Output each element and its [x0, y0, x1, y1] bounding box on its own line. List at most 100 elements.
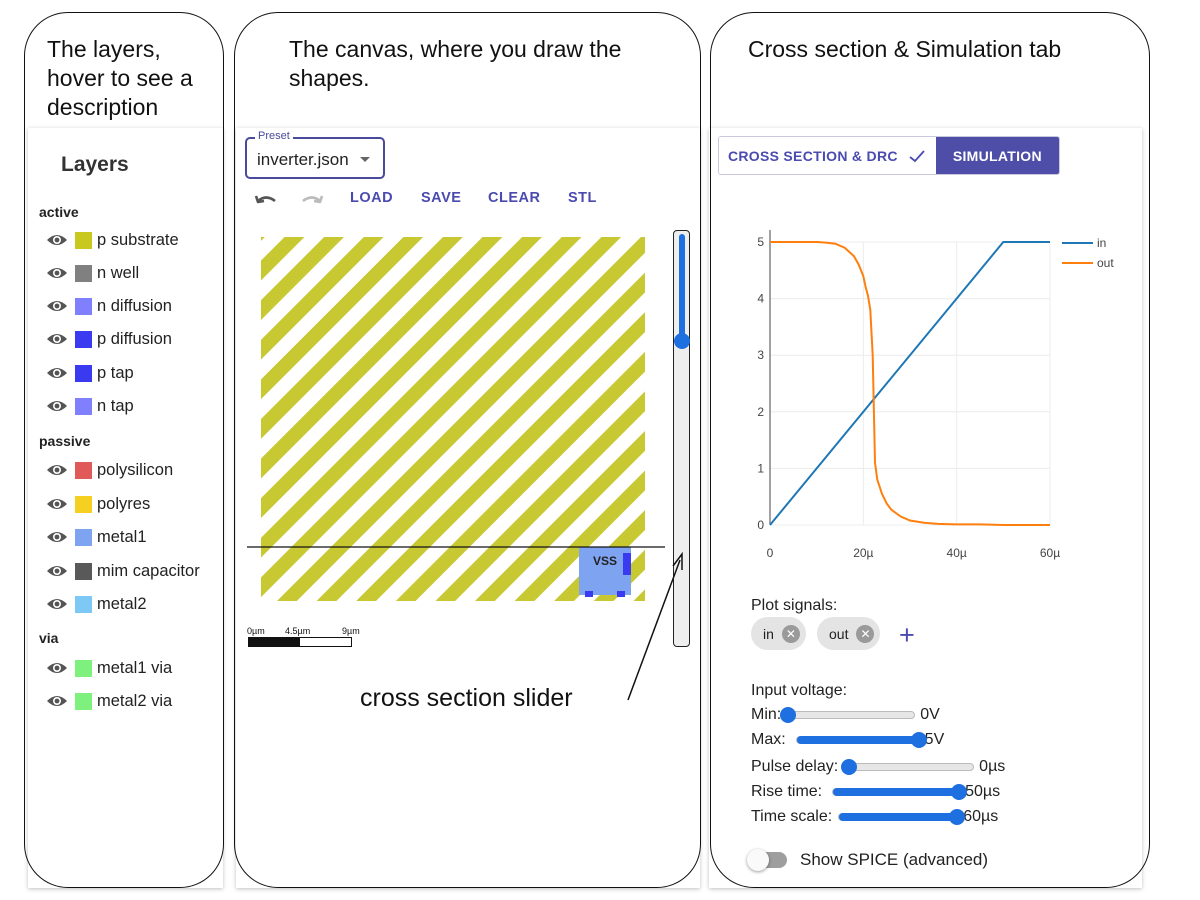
- layers-title: Layers: [61, 153, 129, 176]
- eye-icon[interactable]: [46, 265, 68, 281]
- show-spice-toggle[interactable]: [747, 849, 787, 871]
- cross-section-slider-thumb[interactable]: [674, 333, 690, 350]
- layer-color-swatch: [75, 330, 92, 348]
- pulse-delay-thumb[interactable]: [841, 759, 858, 775]
- eye-icon[interactable]: [46, 693, 68, 709]
- tab-simulation[interactable]: SIMULATION: [935, 137, 1059, 174]
- layer-row[interactable]: p substrate: [46, 228, 179, 252]
- time-scale-slider[interactable]: [838, 809, 966, 825]
- layer-color-swatch: [75, 231, 92, 249]
- pulse-delay-value: 0µs: [979, 758, 1006, 775]
- scale-label-0: 0µm: [247, 626, 265, 636]
- layer-row[interactable]: p tap: [46, 361, 134, 385]
- eye-icon[interactable]: [46, 660, 68, 676]
- vss-label: VSS: [593, 554, 617, 568]
- via-shape[interactable]: [585, 591, 593, 597]
- layer-row[interactable]: n well: [46, 261, 139, 285]
- chevron-down-icon[interactable]: [360, 157, 370, 162]
- clear-button[interactable]: CLEAR: [488, 190, 541, 206]
- group-label-via: via: [39, 630, 59, 646]
- layer-color-swatch: [75, 297, 92, 315]
- layer-row[interactable]: polyres: [46, 492, 150, 516]
- preset-value[interactable]: inverter.json: [257, 150, 349, 169]
- pulse-delay-slider[interactable]: [841, 759, 975, 775]
- pulse-delay-control: Pulse delay: 0µs: [751, 755, 1005, 779]
- layer-label: polyres: [97, 494, 151, 513]
- max-voltage-fill: [796, 736, 919, 744]
- rise-time-label: Rise time:: [751, 783, 823, 800]
- x-tick-label: 20µ: [853, 546, 873, 560]
- y-tick-label: 2: [757, 405, 764, 419]
- save-button[interactable]: SAVE: [421, 190, 462, 206]
- preset-select[interactable]: [245, 137, 385, 179]
- rise-time-value: 50µs: [965, 783, 1001, 800]
- stl-button[interactable]: STL: [568, 190, 597, 206]
- layer-row[interactable]: polysilicon: [46, 458, 173, 482]
- tab-cross-section[interactable]: CROSS SECTION & DRC: [719, 137, 936, 174]
- layer-label: n tap: [97, 396, 134, 415]
- max-voltage-slider[interactable]: [795, 732, 927, 748]
- drawing-canvas[interactable]: VSS: [247, 235, 667, 605]
- input-voltage-label: Input voltage:: [751, 682, 848, 699]
- time-scale-fill: [839, 813, 958, 821]
- eye-icon[interactable]: [46, 563, 68, 579]
- layer-row[interactable]: n tap: [46, 394, 134, 418]
- y-tick-label: 0: [757, 518, 764, 532]
- layer-color-swatch: [75, 495, 92, 513]
- signal-chip-in-label: in: [763, 625, 774, 642]
- layer-color-swatch: [75, 397, 92, 415]
- eye-icon[interactable]: [46, 298, 68, 314]
- metal1-shape-vss[interactable]: [579, 547, 631, 595]
- check-icon: [909, 149, 925, 162]
- min-voltage-thumb[interactable]: [780, 707, 797, 723]
- eye-icon[interactable]: [46, 365, 68, 381]
- time-scale-thumb[interactable]: [949, 809, 966, 825]
- max-voltage-control: Max: 5V: [751, 728, 944, 752]
- layer-label: metal1 via: [97, 658, 173, 677]
- layer-label: n diffusion: [97, 296, 172, 315]
- eye-icon[interactable]: [46, 232, 68, 248]
- layer-row[interactable]: metal1 via: [46, 656, 172, 680]
- y-tick-label: 3: [757, 348, 764, 362]
- layer-row[interactable]: n diffusion: [46, 294, 172, 318]
- legend-label-in[interactable]: in: [1097, 236, 1106, 250]
- via-shape[interactable]: [623, 553, 631, 575]
- simulation-panel: [709, 128, 1142, 888]
- undo-icon[interactable]: [254, 192, 278, 210]
- layer-row[interactable]: p diffusion: [46, 327, 172, 351]
- eye-icon[interactable]: [46, 462, 68, 478]
- eye-icon[interactable]: [46, 398, 68, 414]
- eye-icon[interactable]: [46, 596, 68, 612]
- via-shape[interactable]: [617, 591, 625, 597]
- load-button[interactable]: LOAD: [350, 190, 394, 206]
- add-signal-button[interactable]: +: [899, 620, 915, 650]
- layer-row[interactable]: mim capacitor: [46, 559, 200, 583]
- signal-chip-out-label: out: [829, 625, 849, 642]
- tab-cross-section-label: CROSS SECTION & DRC: [727, 147, 898, 164]
- slider-annotation: cross section slider: [360, 684, 573, 712]
- max-voltage-thumb[interactable]: [910, 732, 927, 748]
- eye-icon[interactable]: [46, 529, 68, 545]
- close-icon[interactable]: ✕: [856, 624, 875, 643]
- min-voltage-value: 0V: [920, 706, 940, 723]
- p-substrate-shape[interactable]: [261, 237, 645, 601]
- eye-icon[interactable]: [46, 331, 68, 347]
- layer-row[interactable]: metal2 via: [46, 689, 172, 713]
- layer-row[interactable]: metal1: [46, 525, 147, 549]
- layer-color-swatch: [75, 595, 92, 613]
- layer-row[interactable]: metal2: [46, 592, 147, 616]
- time-scale-label: Time scale:: [751, 808, 833, 825]
- close-icon[interactable]: ✕: [781, 624, 800, 643]
- show-spice-toggle-knob: [747, 849, 769, 871]
- eye-icon[interactable]: [46, 496, 68, 512]
- right-caption: Cross section & Simulation tab: [748, 36, 1062, 62]
- min-voltage-slider[interactable]: [780, 707, 916, 723]
- redo-icon[interactable]: [300, 192, 324, 210]
- rise-time-slider[interactable]: [832, 784, 968, 800]
- signal-chip-out[interactable]: out ✕: [817, 617, 881, 650]
- rise-time-thumb[interactable]: [951, 784, 968, 800]
- legend-label-out[interactable]: out: [1097, 256, 1114, 270]
- layer-color-swatch: [75, 528, 92, 546]
- x-tick-label: 40µ: [947, 546, 967, 560]
- signal-chip-in[interactable]: in ✕: [751, 617, 806, 650]
